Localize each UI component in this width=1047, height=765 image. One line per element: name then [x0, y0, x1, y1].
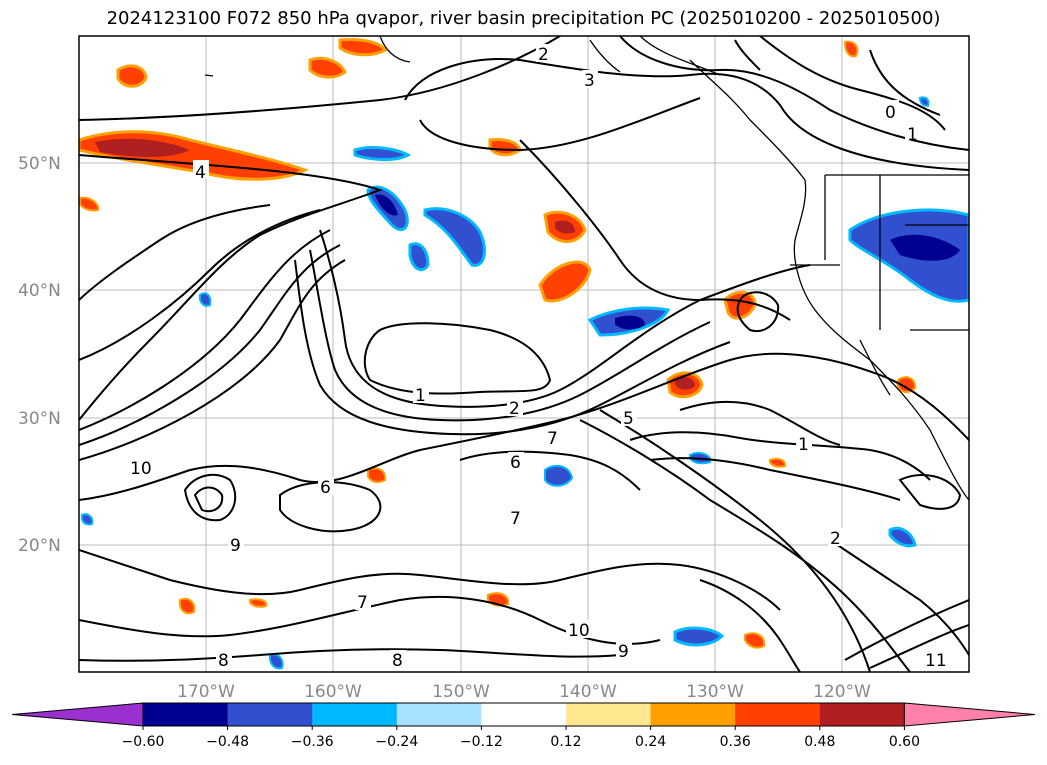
gridlines [79, 36, 969, 672]
colorbar-extend-min [11, 702, 144, 727]
contour-label: 8 [392, 651, 403, 671]
lon-label: 160°W [304, 682, 362, 702]
contour-label: 2 [830, 529, 841, 549]
contour-label: 0 [885, 103, 896, 123]
map-plot-area [79, 36, 969, 672]
contour-label: 7 [510, 509, 521, 529]
contour-labels: 2 3 4 0 1 1 2 7 6 5 10 9 8 6 7 1 2 11 [128, 44, 951, 671]
colorbar-tick-label: 0.24 [635, 734, 666, 750]
qvapor-contours [79, 36, 969, 672]
contour-label: 8 [218, 651, 229, 671]
contour-label: 1 [907, 125, 918, 145]
contour-label: 10 [568, 621, 590, 641]
lat-label: 50°N [18, 154, 61, 174]
contour-label: 1 [798, 435, 809, 455]
contour-label: 7 [547, 429, 558, 449]
lat-label: 20°N [18, 536, 61, 556]
lat-label: 40°N [18, 281, 61, 301]
colorbar-segment [143, 703, 229, 726]
colorbar-segment [819, 703, 905, 726]
positive-anomaly-shading [79, 38, 917, 649]
colorbar-tick-label: 0.36 [720, 734, 751, 750]
contour-label: 2 [538, 45, 549, 65]
contour-label: 9 [618, 642, 629, 662]
colorbar-segment [227, 703, 313, 726]
contour-label: 9 [230, 536, 241, 556]
colorbar-segment [396, 703, 482, 726]
contour-label: 5 [623, 409, 634, 429]
lon-label: 140°W [559, 682, 617, 702]
lon-label: 130°W [686, 682, 744, 702]
contour-label: 6 [320, 478, 331, 498]
lon-label: 120°W [813, 682, 871, 702]
colorbar-segment [735, 703, 821, 726]
colorbar-extend-max [903, 702, 1036, 727]
lon-label: 170°W [177, 682, 235, 702]
contour-label: 7 [357, 593, 368, 613]
colorbar-outline [142, 702, 905, 727]
contour-label: 3 [584, 71, 595, 91]
contour-label: 10 [130, 459, 152, 479]
colorbar: −0.60 −0.48 −0.36 −0.24 −0.12 0.12 0.24 0.36 0.4… [11, 702, 1036, 750]
map-frame [78, 35, 970, 673]
lat-label: 30°N [18, 409, 61, 429]
contour-label: 4 [195, 163, 206, 183]
contour-label: 2 [509, 399, 520, 419]
colorbar-tick-label: −0.48 [206, 734, 249, 750]
colorbar-segment [481, 703, 567, 726]
colorbar-tick-label: −0.36 [291, 734, 334, 750]
colorbar-segment [650, 703, 736, 726]
map-title: 2024123100 F072 850 hPa qvapor, river ba… [106, 8, 941, 29]
latitude-labels: 50°N 40°N 30°N 20°N [18, 154, 61, 556]
contour-label: 1 [415, 386, 426, 406]
colorbar-tick-label: 0.60 [889, 734, 920, 750]
coastlines [204, 36, 969, 501]
colorbar-tick-label: 0.48 [804, 734, 835, 750]
colorbar-tick-label: −0.24 [375, 734, 418, 750]
colorbar-tick-label: −0.60 [122, 734, 165, 750]
colorbar-tick-label: 0.12 [550, 734, 581, 750]
lon-label: 150°W [432, 682, 490, 702]
colorbar-segment [566, 703, 652, 726]
contour-label: 6 [510, 453, 521, 473]
longitude-labels: 170°W 160°W 150°W 140°W 130°W 120°W [177, 682, 871, 702]
colorbar-tick-label: −0.12 [460, 734, 503, 750]
contour-label: 11 [925, 651, 947, 671]
colorbar-segment [312, 703, 398, 726]
